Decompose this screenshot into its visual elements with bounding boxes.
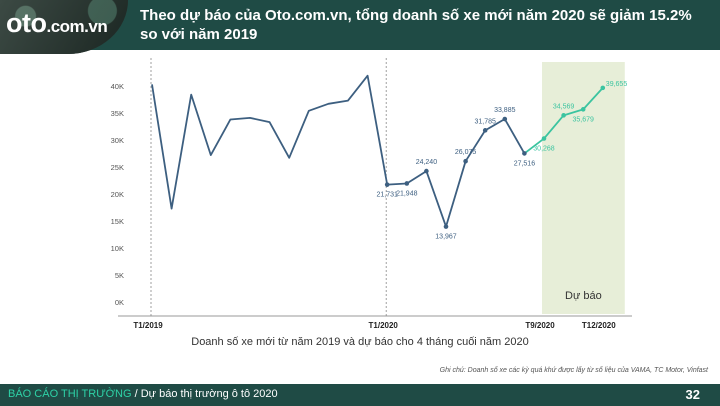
footer-bar: BÁO CÁO THỊ TRƯỜNG / Dự báo thị trường ô… [0,384,720,406]
actual-data-point [522,151,527,156]
title-line-1: Theo dự báo của Oto.com.vn, tổng doanh s… [140,7,692,24]
actual-data-point [424,168,429,174]
sales-line-chart: Dự báo 0K 5K 10K 15K 20K 25K 30K 35K 40K T1/2019 T… [111,58,632,330]
actual-data-point [384,182,390,187]
x-tick-label: T12/2020 [582,321,616,330]
y-tick-label: 25K [111,163,124,172]
forecast-data-point [580,107,586,112]
actual-data-label: 31,785 [474,118,496,125]
forecast-data-label: 34,569 [553,103,575,110]
logo-background [0,0,128,54]
logo-suffix: .com.vn [46,17,108,36]
actual-data-point [404,181,410,186]
footer-section[interactable]: BÁO CÁO THỊ TRƯỜNG [8,388,132,400]
forecast-data-point [541,136,547,141]
actual-data-label: 21,731 [376,192,398,199]
forecast-band [542,62,625,314]
y-tick-label: 40K [111,82,124,91]
actual-series-line [151,74,526,228]
y-tick-label: 20K [111,190,124,199]
footer-separator: / [131,388,141,400]
y-tick-label: 0K [115,298,124,307]
footer-breadcrumb: BÁO CÁO THỊ TRƯỜNG / Dự báo thị trường ô… [8,388,278,400]
chart-caption: Doanh số xe mới từ năm 2019 và dự báo ch… [191,336,529,348]
actual-data-point [482,128,488,133]
title-line-2: so với năm 2019 [140,26,258,43]
actual-data-label: 33,885 [494,107,516,114]
actual-data-point [502,116,508,122]
logo-main: oto [6,8,47,38]
forecast-data-point [600,85,606,91]
forecast-data-label: 35,679 [572,116,594,123]
y-tick-label: 35K [111,109,124,118]
actual-data-label: 13,967 [435,234,457,241]
page-title: Theo dự báo của Oto.com.vn, tổng doanh s… [140,6,700,44]
y-tick-label: 10K [111,244,124,253]
forecast-data-label: 39,655 [606,81,628,88]
forecast-band-label: Dự báo [565,290,602,302]
x-tick-label: T1/2019 [133,321,163,330]
actual-data-label: 24,240 [416,159,438,166]
source-note: Ghi chú: Doanh số xe các kỳ quá khứ được… [439,367,708,374]
actual-data-point [443,224,449,229]
x-tick-label: T9/2020 [525,321,555,330]
x-tick-label: T1/2020 [369,321,399,330]
actual-data-point [463,158,468,164]
logo-text: oto.com.vn [6,8,108,39]
y-tick-label: 15K [111,217,124,226]
y-tick-label: 30K [111,136,124,145]
footer-page-title: Dự báo thị trường ô tô 2020 [140,388,278,400]
forecast-data-label: 30,268 [533,146,555,153]
y-tick-label: 5K [115,271,124,280]
actual-data-label: 26,075 [455,149,477,156]
actual-data-label: 21,948 [396,190,418,197]
brand-logo[interactable]: oto.com.vn [0,0,128,54]
page-number: 32 [685,387,700,402]
actual-data-label: 27,516 [514,160,536,167]
forecast-data-point [561,113,566,118]
